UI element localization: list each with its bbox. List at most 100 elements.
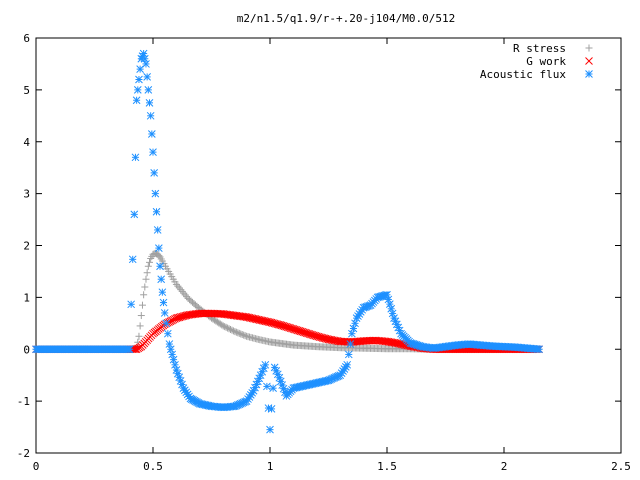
data-marks [32, 49, 543, 434]
data-point [222, 323, 230, 331]
data-point [318, 333, 327, 342]
y-tick-label: 4 [23, 136, 30, 149]
data-point [266, 318, 274, 327]
data-point [535, 345, 543, 354]
data-point [178, 287, 186, 295]
data-point [154, 244, 163, 252]
data-point [385, 300, 394, 308]
data-point [149, 148, 157, 156]
data-point [168, 350, 177, 359]
x-tick-label: 0 [33, 460, 40, 473]
data-point [140, 291, 148, 299]
data-point [139, 49, 148, 58]
y-tick-label: 5 [23, 84, 30, 97]
data-point [227, 325, 235, 333]
data-point [151, 189, 160, 198]
data-point [136, 322, 144, 330]
data-point [299, 328, 308, 337]
x-tick-label: 0.5 [143, 460, 163, 473]
data-point [162, 319, 171, 328]
data-point [270, 319, 279, 328]
data-point [280, 322, 289, 331]
data-point [132, 96, 141, 105]
data-point [180, 289, 188, 297]
data-point [169, 355, 178, 364]
data-point [138, 301, 146, 309]
data-point [344, 350, 353, 359]
series-acoustic-flux [32, 49, 543, 434]
data-point [224, 324, 232, 332]
y-tick-label: 6 [23, 32, 30, 45]
data-point [172, 366, 181, 374]
data-point [225, 325, 233, 333]
x-tick-label: 2 [501, 460, 508, 473]
x-tick-label: 1 [267, 460, 274, 473]
data-point [311, 331, 320, 340]
data-point [157, 275, 166, 284]
data-point [317, 333, 326, 342]
data-point [144, 262, 152, 270]
data-point [152, 207, 161, 216]
data-point [305, 330, 314, 338]
data-point [158, 288, 167, 297]
data-point [181, 291, 189, 299]
data-point [261, 360, 270, 369]
data-point [383, 290, 391, 299]
data-point [314, 332, 323, 341]
data-point [315, 333, 324, 341]
data-point [159, 298, 168, 307]
data-point [312, 332, 321, 341]
data-point [178, 312, 187, 321]
data-point [135, 332, 143, 340]
data-point [304, 329, 312, 338]
data-point [286, 324, 295, 332]
data-point [163, 329, 172, 338]
data-point [269, 384, 277, 393]
data-point [343, 360, 352, 369]
data-point [349, 324, 358, 333]
data-point [175, 284, 183, 292]
data-point [271, 319, 280, 328]
data-point [135, 75, 143, 84]
data-point [166, 345, 175, 354]
data-point [174, 282, 182, 290]
data-point [288, 324, 296, 333]
data-point [264, 318, 273, 326]
data-point [279, 321, 288, 330]
y-tick-label: 0 [23, 343, 30, 356]
data-point [277, 321, 286, 330]
legend-label: Acoustic flux [480, 68, 566, 81]
data-point [273, 320, 282, 329]
data-point [176, 313, 185, 321]
data-point [266, 425, 274, 434]
data-point [175, 313, 184, 322]
data-point [171, 360, 179, 369]
data-point [267, 405, 276, 413]
data-point [301, 328, 309, 337]
data-point [282, 322, 290, 331]
data-point [237, 330, 245, 338]
data-point [177, 286, 185, 294]
data-point [292, 326, 301, 334]
data-point [145, 258, 153, 266]
data-point [269, 319, 277, 327]
data-point [232, 328, 240, 336]
data-point [274, 320, 283, 329]
data-point [384, 295, 393, 304]
data-point [263, 382, 271, 391]
y-tick-label: 2 [23, 240, 30, 253]
data-point [307, 330, 315, 339]
legend-label: R stress [513, 42, 566, 55]
data-point [133, 86, 142, 94]
data-point [146, 111, 155, 120]
data-point [298, 327, 307, 336]
chart-title: m2/n1.5/q1.9/r-+.20-j104/M0.0/512 [237, 12, 456, 25]
data-point [296, 327, 305, 336]
data-point [276, 321, 285, 329]
data-point [310, 331, 318, 340]
data-point [388, 309, 397, 318]
data-point [231, 328, 239, 336]
plot-frame [35, 37, 622, 454]
data-point [235, 329, 243, 337]
